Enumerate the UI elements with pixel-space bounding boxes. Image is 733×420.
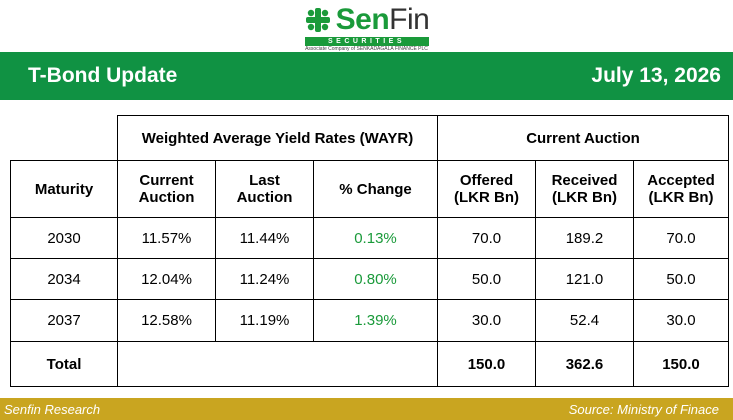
tbond-table: Weighted Average Yield Rates (WAYR) Curr…: [10, 115, 729, 387]
last-auction-header-l2: Auction: [236, 189, 293, 206]
total-offered-cell: 150.0: [437, 341, 536, 387]
received-header-l1: Received: [551, 172, 618, 189]
column-header-row: Maturity Current Auction Last Auction % Ch…: [10, 160, 729, 218]
logo-row: SenFin: [304, 4, 430, 36]
offered-header: Offered (LKR Bn): [437, 160, 536, 218]
pct-change-header: % Change: [313, 160, 438, 218]
blank-cell: [11, 116, 118, 161]
report-date: July 13, 2026: [591, 64, 721, 87]
last-auction-header: Last Auction: [215, 160, 314, 218]
change-cell: 0.80%: [313, 258, 438, 300]
footer-source-label: Source: Ministry of Finace: [568, 401, 719, 417]
current-yield-cell: 11.57%: [117, 217, 216, 259]
received-cell: 189.2: [535, 217, 634, 259]
received-header-l2: (LKR Bn): [552, 189, 617, 206]
offered-header-l1: Offered: [459, 172, 514, 189]
table-row: 2037 12.58% 11.19% 1.39% 30.0 52.4 30.0: [10, 299, 729, 342]
leaf-cross-icon: [304, 6, 332, 34]
total-label: Total: [10, 341, 118, 387]
title-banner: T-Bond Update July 13, 2026: [0, 52, 733, 100]
group-header-row: Weighted Average Yield Rates (WAYR) Curr…: [11, 115, 729, 161]
received-header: Received (LKR Bn): [535, 160, 634, 218]
report-title: T-Bond Update: [28, 64, 178, 87]
logo-brand-fin: Fin: [389, 3, 430, 36]
current-auction-header-l2: Auction: [138, 189, 195, 206]
footer-research-label: Senfin Research: [4, 401, 101, 417]
current-yield-cell: 12.04%: [117, 258, 216, 300]
table-row: 2030 11.57% 11.44% 0.13% 70.0 189.2 70.0: [10, 217, 729, 259]
received-cell: 52.4: [535, 299, 634, 342]
maturity-cell: 2030: [10, 217, 118, 259]
accepted-header-l1: Accepted: [647, 172, 715, 189]
accepted-cell: 70.0: [633, 217, 729, 259]
logo-brand-sen: Sen: [335, 3, 390, 36]
footer-bar: Senfin Research Source: Ministry of Fina…: [0, 398, 733, 420]
current-yield-cell: 12.58%: [117, 299, 216, 342]
change-cell: 0.13%: [313, 217, 438, 259]
maturity-header: Maturity: [10, 160, 118, 218]
accepted-header: Accepted (LKR Bn): [633, 160, 729, 218]
logo-wordmark: SenFin: [336, 5, 430, 35]
current-auction-header-l1: Current: [139, 172, 194, 189]
total-accepted-cell: 150.0: [633, 341, 729, 387]
accepted-cell: 30.0: [633, 299, 729, 342]
maturity-cell: 2034: [10, 258, 118, 300]
maturity-cell: 2037: [10, 299, 118, 342]
offered-cell: 70.0: [437, 217, 536, 259]
accepted-header-l2: (LKR Bn): [648, 189, 714, 206]
last-yield-cell: 11.24%: [215, 258, 314, 300]
last-yield-cell: 11.19%: [215, 299, 314, 342]
total-received-cell: 362.6: [535, 341, 634, 387]
total-row: Total 150.0 362.6 150.0: [10, 341, 729, 387]
offered-cell: 50.0: [437, 258, 536, 300]
total-blank-cell: [117, 341, 438, 387]
company-logo: SenFin SECURITIES Associate Company of S…: [0, 4, 733, 52]
change-cell: 1.39%: [313, 299, 438, 342]
auction-group-header: Current Auction: [437, 115, 729, 161]
table-row: 2034 12.04% 11.24% 0.80% 50.0 121.0 50.0: [10, 258, 729, 300]
last-yield-cell: 11.44%: [215, 217, 314, 259]
logo-subtitle: SECURITIES: [304, 37, 429, 46]
offered-cell: 30.0: [437, 299, 536, 342]
logo-associate-line: Associate Company of SENKADAGALA FINANCE…: [305, 46, 428, 52]
current-auction-header: Current Auction: [117, 160, 216, 218]
received-cell: 121.0: [535, 258, 634, 300]
wayr-group-header: Weighted Average Yield Rates (WAYR): [117, 115, 438, 161]
accepted-cell: 50.0: [633, 258, 729, 300]
offered-header-l2: (LKR Bn): [454, 189, 519, 206]
last-auction-header-l1: Last: [249, 172, 280, 189]
